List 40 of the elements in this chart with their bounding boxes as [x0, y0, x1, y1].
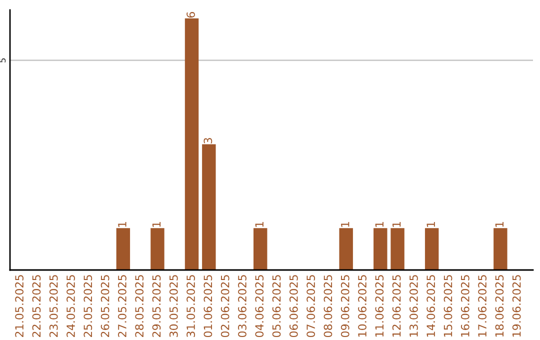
x-tick-label: 12.06.2025 [392, 275, 401, 337]
x-tick-label: 22.05.2025 [32, 275, 41, 337]
data-label: 1 [375, 222, 384, 227]
x-tick-label: 23.05.2025 [49, 275, 58, 337]
data-label: 1 [426, 222, 435, 227]
x-tick-label: 07.06.2025 [306, 275, 316, 338]
data-label: 1 [392, 222, 401, 227]
x-tick-label: 05.06.2025 [272, 275, 281, 338]
x-tick-label: 14.06.2025 [426, 275, 436, 337]
x-tick-label: 11.06.2025 [375, 275, 384, 337]
x-tick-label: 04.06.2025 [255, 275, 264, 338]
data-label: 1 [152, 222, 161, 227]
data-label: 1 [118, 222, 126, 227]
x-tick-label: 28.05.2025 [135, 275, 144, 337]
x-tick-label: 18.06.2025 [495, 275, 504, 337]
x-tick-label: 21.05.2025 [15, 275, 24, 337]
x-tick-label: 02.06.2025 [220, 275, 230, 338]
x-tick-label: 03.06.2025 [238, 275, 246, 338]
x-tick-label: 13.06.2025 [410, 275, 418, 337]
x-tick-label: 27.05.2025 [118, 275, 126, 337]
x-tick-label: 09.06.2025 [340, 275, 350, 338]
x-tick-label: 25.05.2025 [84, 275, 92, 337]
data-label: 1 [495, 222, 504, 227]
x-tick-label: 06.06.2025 [289, 275, 298, 338]
x-tick-label: 26.05.2025 [100, 275, 110, 337]
x-tick-label: 15.06.2025 [444, 275, 452, 337]
data-label: 1 [255, 222, 264, 227]
x-tick-label: 16.06.2025 [460, 275, 470, 337]
x-tick-label: 01.06.2025 [204, 275, 212, 338]
x-tick-label: 30.05.2025 [169, 275, 178, 337]
data-label: 3 [204, 138, 212, 144]
x-tick-label: 08.06.2025 [324, 275, 332, 338]
data-label: 1 [341, 222, 350, 227]
x-tick-label: 10.06.2025 [358, 275, 366, 337]
x-tick-label: 31.05.2025 [186, 275, 195, 337]
x-tick-label: 29.05.2025 [152, 275, 161, 337]
x-tick-label: 19.06.2025 [512, 275, 521, 337]
data-label: 6 [186, 12, 195, 18]
x-tick-label: 24.05.2025 [66, 275, 75, 337]
x-tick-label: 17.06.2025 [478, 275, 486, 337]
